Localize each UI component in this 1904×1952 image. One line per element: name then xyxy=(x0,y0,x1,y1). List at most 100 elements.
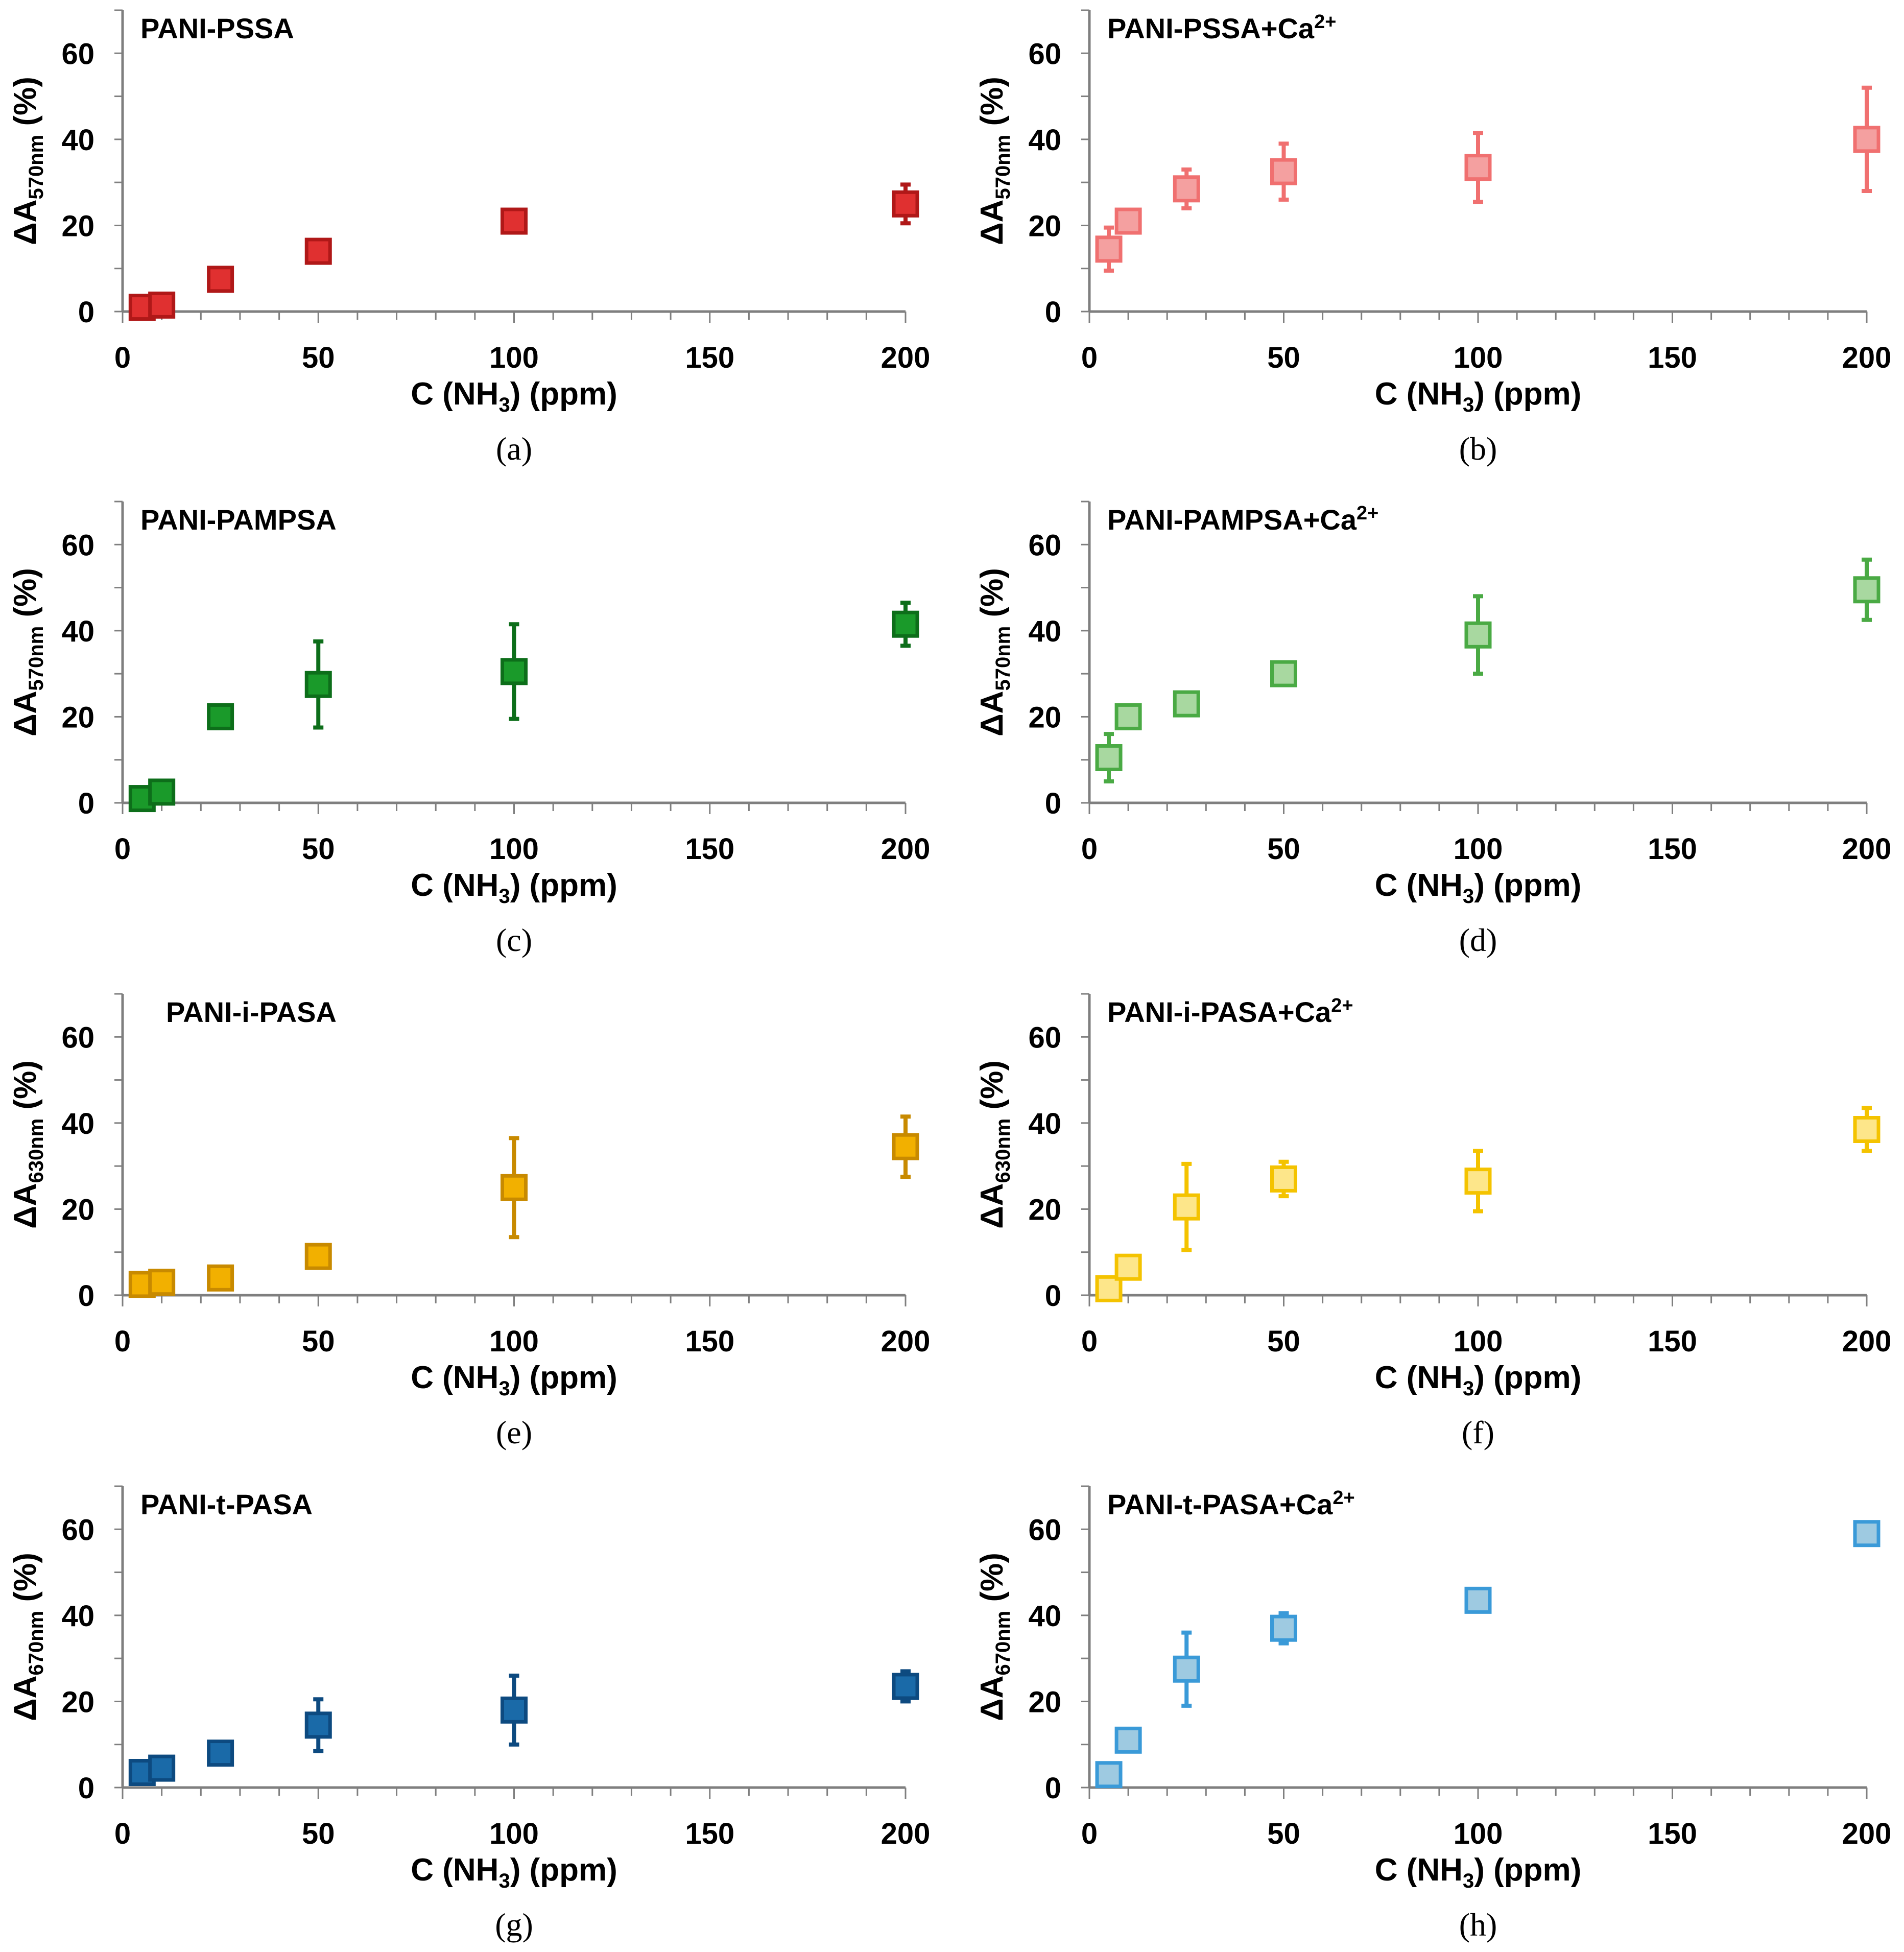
panel-label: (b) xyxy=(1459,431,1497,467)
y-tick-label: 0 xyxy=(1045,1772,1061,1805)
panel-f: 0 50 100 150 200 0 20 40 60 C (NH3) (ppm) ΔA630nm … xyxy=(974,993,1891,1450)
x-tick-label: 50 xyxy=(302,1817,335,1850)
y-tick-label: 20 xyxy=(1028,701,1061,734)
panel-title: PANI-PAMPSA xyxy=(140,504,337,536)
y-tick-label: 20 xyxy=(1028,1193,1061,1226)
y-axis-title: ΔA670nm (%) xyxy=(974,1553,1014,1721)
panel-title: PANI-PSSA xyxy=(140,12,294,44)
y-axis-title: ΔA570nm (%) xyxy=(974,568,1014,736)
panel-title: PANI-PSSA+Ca2+ xyxy=(1107,11,1336,44)
x-tick-label: 150 xyxy=(1648,341,1697,374)
y-tick-label: 0 xyxy=(78,296,94,329)
x-tick-label: 150 xyxy=(1648,832,1697,866)
data-point xyxy=(892,610,919,638)
x-axis-title: C (NH3) (ppm) xyxy=(411,1360,617,1400)
data-point xyxy=(1853,1116,1881,1143)
panel-d: 0 50 100 150 200 0 20 40 60 C (NH3) (ppm) ΔA570nm … xyxy=(974,501,1892,958)
y-tick-label: 40 xyxy=(1028,124,1061,157)
data-point xyxy=(1464,621,1492,649)
panel-label: (f) xyxy=(1462,1414,1494,1450)
data-point xyxy=(1464,1168,1492,1195)
data-point xyxy=(1114,1253,1142,1281)
y-tick-label: 20 xyxy=(61,1193,94,1226)
data-point xyxy=(207,266,234,293)
data-point xyxy=(1853,1520,1881,1548)
data-point xyxy=(304,1711,332,1739)
y-tick-label: 0 xyxy=(1045,296,1061,329)
data-point xyxy=(1173,1655,1200,1683)
x-tick-label: 0 xyxy=(1081,832,1098,866)
x-axis-title: C (NH3) (ppm) xyxy=(1375,1360,1582,1400)
data-point xyxy=(1173,1193,1200,1221)
x-axis-title: C (NH3) (ppm) xyxy=(411,1852,617,1892)
y-axis-title: ΔA570nm (%) xyxy=(8,568,47,736)
data-point xyxy=(1853,576,1881,604)
data-point xyxy=(1270,1614,1297,1642)
y-tick-label: 40 xyxy=(1028,615,1061,648)
x-tick-label: 200 xyxy=(1842,832,1892,866)
x-tick-label: 0 xyxy=(114,341,131,374)
data-point xyxy=(1173,175,1200,203)
data-point xyxy=(304,671,332,698)
x-tick-label: 100 xyxy=(489,832,539,866)
data-point xyxy=(304,237,332,265)
y-tick-label: 0 xyxy=(78,1772,94,1805)
y-tick-label: 40 xyxy=(1028,1600,1061,1633)
y-tick-label: 60 xyxy=(61,1513,94,1546)
panel-g: 0 50 100 150 200 0 20 40 60 C (NH3) (ppm) ΔA670nm … xyxy=(8,1485,930,1943)
panel-a: 0 50 100 150 200 0 20 40 60 C (NH3) (ppm) ΔA570nm … xyxy=(8,9,930,467)
data-point xyxy=(1464,154,1492,181)
y-tick-label: 0 xyxy=(1045,787,1061,820)
y-tick-label: 20 xyxy=(61,1685,94,1719)
panel-title: PANI-i-PASA+Ca2+ xyxy=(1107,995,1353,1028)
data-point xyxy=(892,1673,919,1700)
data-point xyxy=(501,207,528,235)
x-tick-label: 150 xyxy=(685,1325,734,1358)
x-tick-label: 150 xyxy=(685,832,734,866)
x-tick-label: 0 xyxy=(1081,1325,1098,1358)
x-tick-label: 200 xyxy=(881,832,931,866)
data-point xyxy=(501,1174,528,1201)
data-point xyxy=(148,1269,176,1296)
data-point xyxy=(1095,235,1123,263)
data-point xyxy=(148,291,176,319)
data-point xyxy=(207,703,234,730)
x-tick-label: 100 xyxy=(489,1817,539,1850)
x-tick-label: 0 xyxy=(1081,1817,1098,1850)
x-tick-label: 150 xyxy=(1648,1325,1697,1358)
y-axis-title: ΔA570nm (%) xyxy=(8,77,47,245)
data-point xyxy=(148,778,176,806)
data-point xyxy=(148,1754,176,1782)
panel-title: PANI-i-PASA xyxy=(166,996,337,1028)
y-axis-title: ΔA670nm (%) xyxy=(8,1553,47,1721)
y-tick-label: 60 xyxy=(1028,1021,1061,1054)
x-tick-label: 50 xyxy=(302,832,335,866)
data-point xyxy=(1095,1761,1123,1789)
data-point xyxy=(1095,744,1123,771)
panel-h: 0 50 100 150 200 0 20 40 60 C (NH3) (ppm) ΔA670nm … xyxy=(974,1485,1892,1943)
x-axis-title: C (NH3) (ppm) xyxy=(1375,868,1582,908)
panel-label: (e) xyxy=(496,1414,532,1450)
x-tick-label: 50 xyxy=(1267,1325,1300,1358)
y-tick-label: 40 xyxy=(1028,1107,1061,1140)
x-axis-title: C (NH3) (ppm) xyxy=(1375,376,1582,416)
x-axis-title: C (NH3) (ppm) xyxy=(1375,1852,1582,1892)
x-tick-label: 100 xyxy=(1454,832,1503,866)
panel-title: PANI-t-PASA+Ca2+ xyxy=(1107,1487,1355,1520)
data-point xyxy=(892,1133,919,1160)
y-axis-title: ΔA630nm (%) xyxy=(974,1060,1014,1229)
data-point xyxy=(501,658,528,685)
x-tick-label: 50 xyxy=(302,1325,335,1358)
x-tick-label: 200 xyxy=(881,1325,931,1358)
x-tick-label: 200 xyxy=(1842,1817,1892,1850)
x-axis-title: C (NH3) (ppm) xyxy=(411,376,617,416)
x-axis-title: C (NH3) (ppm) xyxy=(411,868,617,908)
panel-title: PANI-t-PASA xyxy=(140,1488,313,1520)
y-tick-label: 60 xyxy=(1028,1513,1061,1546)
y-axis-title: ΔA630nm (%) xyxy=(8,1060,47,1229)
y-tick-label: 20 xyxy=(61,209,94,243)
data-point xyxy=(1270,1165,1297,1193)
x-tick-label: 0 xyxy=(114,1325,131,1358)
panel-title: PANI-PAMPSA+Ca2+ xyxy=(1107,503,1378,536)
